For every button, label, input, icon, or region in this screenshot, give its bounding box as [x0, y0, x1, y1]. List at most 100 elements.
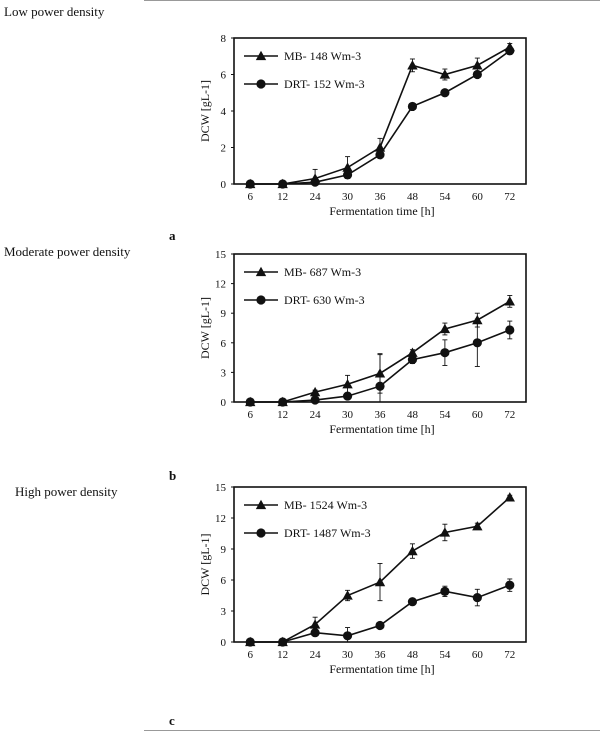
- chart-b-ytick-label-0: 0: [221, 397, 227, 409]
- chart-c-ytick-label-2: 6: [221, 575, 227, 587]
- chart-b-series-1-point-8: [505, 325, 515, 335]
- chart-b-series-0-point-6: [439, 323, 451, 334]
- chart-a-xtick-label-0: 6: [247, 191, 253, 203]
- chart-b-legend-marker-1: [256, 295, 266, 305]
- chart-b-xtick-label-3: 30: [342, 409, 354, 421]
- chart-a-series-1: [245, 46, 515, 189]
- chart-c-xtick-label-0: 6: [247, 649, 253, 661]
- chart-b-xtick-label-0: 6: [247, 409, 253, 421]
- chart-c-xtick-label-8: 72: [504, 649, 515, 661]
- chart-c-xtick-label-7: 60: [472, 649, 484, 661]
- chart-b-series-0-point-3: [342, 379, 353, 389]
- chart-b-ytick-label-5: 15: [215, 249, 227, 261]
- chart-a-legend-marker-1: [256, 79, 266, 89]
- chart-a-series-1-point-2: [310, 177, 320, 187]
- chart-b-xtick-label-5: 48: [407, 409, 419, 421]
- chart-a-ytick-label-1: 2: [221, 143, 227, 155]
- chart-c-series-1-point-6: [440, 586, 450, 596]
- chart-b-ytick-label-2: 6: [221, 338, 227, 350]
- chart-c-series-0-point-8: [504, 492, 515, 502]
- chart-a-series-1-point-4: [375, 150, 385, 160]
- chart-a-series-0-point-3: [342, 162, 353, 172]
- chart-b-series-1-point-0: [245, 397, 255, 407]
- panel-a-letter: a: [169, 228, 176, 243]
- chart-c-frame: [233, 486, 527, 643]
- chart-a-legend-label-1: DRT- 152 Wm-3: [284, 77, 365, 91]
- chart-b-series-0-point-2: [309, 386, 321, 397]
- chart-c-legend: MB- 1524 Wm-3 DRT- 1487 Wm-3: [244, 498, 371, 540]
- chart-a-ytick-label-4: 8: [221, 33, 227, 45]
- chart-a-series-1-point-8: [505, 46, 515, 56]
- chart-b-series-0-point-5: [407, 347, 418, 357]
- chart-a-series-1-point-6: [440, 88, 450, 98]
- chart-a-ytick-label-0: 0: [221, 179, 227, 191]
- chart-c-ytick-label-1: 3: [221, 606, 227, 618]
- chart-b-legend-label-1: DRT- 630 Wm-3: [284, 293, 365, 307]
- chart-c-series-1-point-7: [472, 592, 482, 603]
- chart-c-xtick-label-2: 24: [310, 649, 322, 661]
- chart-b-xtick-label-8: 72: [504, 409, 515, 421]
- chart-c-series-1-point-1: [278, 637, 288, 647]
- chart-b-xtick-label-6: 54: [439, 409, 451, 421]
- top-rule: [144, 0, 600, 1]
- chart-a-legend-marker-0: [255, 50, 267, 61]
- chart-c-series-1-point-5: [407, 597, 418, 607]
- chart-b-xtick-label-7: 60: [472, 409, 484, 421]
- chart-b-ytick-label-1: 3: [221, 367, 227, 379]
- chart-c-ylabel: DCW [gL-1]: [198, 533, 212, 595]
- chart-c-ytick-label-4: 12: [215, 513, 226, 525]
- chart-c-ytick-label-0: 0: [221, 637, 227, 649]
- chart-a-xtick-label-1: 12: [277, 191, 288, 203]
- chart-b-series-1-point-2: [310, 395, 320, 405]
- chart-c-series-1-point-8: [505, 580, 515, 590]
- chart-c-series-0-point-7: [472, 521, 483, 531]
- chart-a-legend: MB- 148 Wm-3 DRT- 152 Wm-3: [244, 49, 365, 91]
- chart-c-series-0-point-3: [342, 590, 353, 600]
- chart-a-series-1-point-3: [342, 170, 353, 180]
- chart-c-xtick-label-4: 36: [375, 649, 387, 661]
- chart-b-xlabel: Fermentation time [h]: [329, 422, 434, 436]
- chart-c-ytick-label-3: 9: [221, 544, 227, 556]
- chart-a-series-0: [245, 41, 515, 189]
- chart-c-series-1-point-0: [245, 637, 255, 647]
- panel-b-letter: b: [169, 468, 177, 483]
- chart-a-xtick-label-8: 72: [504, 191, 515, 203]
- chart-c-legend-marker-1: [256, 528, 266, 538]
- chart-a-xtick-label-5: 48: [407, 191, 419, 203]
- chart-c-series-1-point-2: [310, 628, 320, 638]
- chart-a-frame: [233, 37, 527, 185]
- chart-a-ytick-label-3: 6: [221, 70, 227, 82]
- chart-a-series-0-line: [250, 46, 511, 185]
- chart-a-xlabel: Fermentation time [h]: [329, 204, 434, 218]
- chart-c-series-1-point-3: [342, 631, 353, 641]
- chart-c-series-0-point-4: [374, 576, 386, 587]
- chart-c-xtick-label-3: 30: [342, 649, 354, 661]
- chart-b-series-1-point-1: [278, 397, 288, 407]
- chart-b-series-1-point-5: [407, 354, 418, 365]
- chart-b-ytick-label-4: 12: [215, 279, 226, 291]
- chart-c-series-1: [245, 578, 515, 647]
- chart-c-xtick-label-1: 12: [277, 649, 288, 661]
- chart-b-series-1: [245, 318, 515, 407]
- panel-c-row-title: High power density: [15, 484, 118, 499]
- chart-b-series-1-point-6: [440, 348, 450, 358]
- chart-b-series-1-point-4: [375, 381, 385, 391]
- chart-a-series-1-point-5: [407, 101, 418, 112]
- chart-b-series-1-point-7: [472, 338, 482, 348]
- chart-c-xtick-label-5: 48: [407, 649, 419, 661]
- chart-a-series-1-point-7: [472, 69, 482, 80]
- chart-a-ytick-label-2: 4: [221, 106, 227, 118]
- chart-a-series-1-point-0: [245, 179, 255, 189]
- chart-c-legend-label-1: DRT- 1487 Wm-3: [284, 526, 371, 540]
- chart-b-xtick-label-1: 12: [277, 409, 288, 421]
- chart-a-series-1-point-1: [278, 179, 288, 189]
- chart-b-legend: MB- 687 Wm-3 DRT- 630 Wm-3: [244, 265, 365, 307]
- chart-b-ytick-label-3: 9: [221, 308, 227, 320]
- panel-c-letter: c: [169, 713, 175, 728]
- chart-c-series-1-point-4: [375, 620, 385, 631]
- chart-a-xtick-label-4: 36: [375, 191, 387, 203]
- panel-b-row-title: Moderate power density: [4, 244, 131, 259]
- chart-b-series-1-point-3: [342, 391, 353, 401]
